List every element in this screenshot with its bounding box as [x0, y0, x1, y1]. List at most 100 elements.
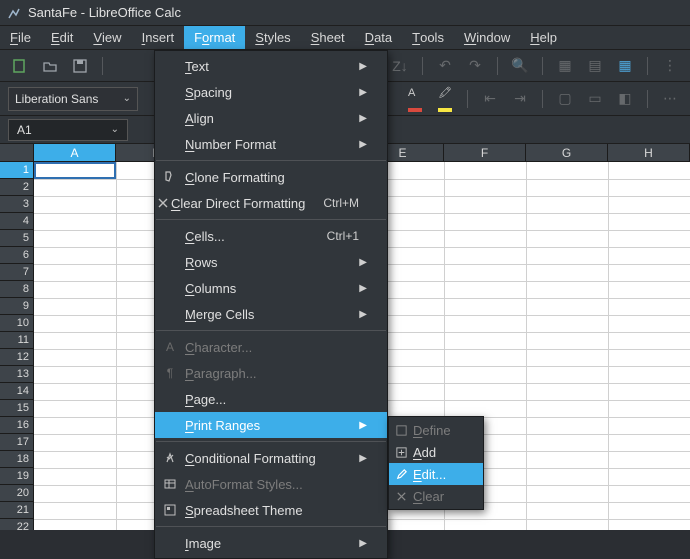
menu-view[interactable]: View	[83, 26, 131, 49]
menu-item-number-format[interactable]: Number Format▶	[155, 131, 387, 157]
border-color-icon[interactable]: ◧	[613, 87, 637, 111]
grid-highlight-icon[interactable]: ▦	[613, 54, 637, 78]
menu-tools[interactable]: Tools	[402, 26, 454, 49]
increase-indent-icon[interactable]: ⇥	[508, 87, 532, 111]
menu-item-cells[interactable]: Cells...Ctrl+1	[155, 223, 387, 249]
row-header[interactable]: 9	[0, 298, 34, 315]
menu-item-label: Text	[185, 59, 359, 74]
char-icon: A	[155, 340, 185, 354]
menu-item-image[interactable]: Image▶	[155, 530, 387, 556]
define-icon	[389, 424, 413, 437]
row-header[interactable]: 2	[0, 179, 34, 196]
name-box[interactable]: A1 ⌄	[8, 119, 128, 141]
row-header[interactable]: 18	[0, 451, 34, 468]
find-icon[interactable]: 🔍	[508, 54, 532, 78]
row-header[interactable]: 14	[0, 383, 34, 400]
add-icon	[389, 446, 413, 459]
menu-item-add[interactable]: Add	[389, 441, 483, 463]
misc-icon[interactable]: ⋯	[658, 87, 682, 111]
menu-item-print-ranges[interactable]: Print Ranges▶	[155, 412, 387, 438]
sort-desc-icon[interactable]: Z↓	[388, 54, 412, 78]
row-header[interactable]: 4	[0, 213, 34, 230]
row-header[interactable]: 7	[0, 264, 34, 281]
decrease-indent-icon[interactable]: ⇤	[478, 87, 502, 111]
menu-item-text[interactable]: Text▶	[155, 53, 387, 79]
menu-help[interactable]: Help	[520, 26, 567, 49]
row-header[interactable]: 19	[0, 468, 34, 485]
menu-item-label: Conditional Formatting	[185, 451, 359, 466]
menu-item-columns[interactable]: Columns▶	[155, 275, 387, 301]
menu-window[interactable]: Window	[454, 26, 520, 49]
row-header[interactable]: 21	[0, 502, 34, 519]
toolbar-separator	[422, 57, 423, 75]
menu-item-label: Character...	[185, 340, 367, 355]
col-icon[interactable]: ▤	[583, 54, 607, 78]
toolbar-separator	[542, 57, 543, 75]
menu-format[interactable]: Format	[184, 26, 245, 49]
clone-icon	[155, 170, 185, 184]
font-color-icon[interactable]: A	[403, 87, 427, 111]
row-header[interactable]: 6	[0, 247, 34, 264]
menu-file[interactable]: File	[0, 26, 41, 49]
menu-item-conditional-formatting[interactable]: Conditional Formatting▶	[155, 445, 387, 471]
menu-item-rows[interactable]: Rows▶	[155, 249, 387, 275]
menu-edit[interactable]: Edit	[41, 26, 83, 49]
menu-item-merge-cells[interactable]: Merge Cells▶	[155, 301, 387, 327]
row-header[interactable]: 15	[0, 400, 34, 417]
menu-item-clear-direct-formatting[interactable]: Clear Direct FormattingCtrl+M	[155, 190, 387, 216]
redo-icon[interactable]: ↷	[463, 54, 487, 78]
menu-insert[interactable]: Insert	[132, 26, 185, 49]
row-header[interactable]: 12	[0, 349, 34, 366]
column-header[interactable]: G	[526, 144, 608, 162]
row-header[interactable]: 5	[0, 230, 34, 247]
row-header[interactable]: 17	[0, 434, 34, 451]
row-header[interactable]: 22	[0, 519, 34, 530]
save-icon[interactable]	[68, 54, 92, 78]
row-header[interactable]: 13	[0, 366, 34, 383]
highlight-color-icon[interactable]: 🖍	[433, 87, 457, 111]
menu-styles[interactable]: Styles	[245, 26, 300, 49]
submenu-arrow-icon: ▶	[359, 113, 367, 124]
open-icon[interactable]	[38, 54, 62, 78]
toolbar-separator	[647, 90, 648, 108]
row-header[interactable]: 10	[0, 315, 34, 332]
menu-data[interactable]: Data	[355, 26, 402, 49]
clear-icon	[155, 196, 171, 210]
row-header[interactable]: 1	[0, 162, 34, 179]
para-icon: ¶	[155, 366, 185, 380]
menu-item-label: Paragraph...	[185, 366, 367, 381]
theme-icon	[155, 503, 185, 517]
undo-icon[interactable]: ↶	[433, 54, 457, 78]
toolbar-separator	[467, 90, 468, 108]
toolbar-separator	[542, 90, 543, 108]
menu-item-spacing[interactable]: Spacing▶	[155, 79, 387, 105]
row-header[interactable]: 11	[0, 332, 34, 349]
row-header[interactable]: 20	[0, 485, 34, 502]
column-header[interactable]: A	[34, 144, 116, 162]
row-header[interactable]: 8	[0, 281, 34, 298]
select-all-corner[interactable]	[0, 144, 34, 162]
column-header[interactable]: F	[444, 144, 526, 162]
row-header[interactable]: 16	[0, 417, 34, 434]
toolbar-separator	[647, 57, 648, 75]
row-header[interactable]: 3	[0, 196, 34, 213]
border-style-icon[interactable]: ▭	[583, 87, 607, 111]
menu-item-label: Define	[413, 423, 463, 438]
borders-icon[interactable]: ▢	[553, 87, 577, 111]
menu-item-label: Rows	[185, 255, 359, 270]
menu-item-clone-formatting[interactable]: Clone Formatting	[155, 164, 387, 190]
menu-item-label: Image	[185, 536, 359, 551]
menu-sheet[interactable]: Sheet	[301, 26, 355, 49]
menu-item-spreadsheet-theme[interactable]: Spreadsheet Theme	[155, 497, 387, 523]
active-cell[interactable]	[34, 162, 116, 179]
new-doc-icon[interactable]	[8, 54, 32, 78]
filter-icon[interactable]: ⋮	[658, 54, 682, 78]
row-icon[interactable]: ▦	[553, 54, 577, 78]
font-name-value: Liberation Sans	[15, 92, 98, 106]
menu-item-align[interactable]: Align▶	[155, 105, 387, 131]
font-name-combo[interactable]: Liberation Sans ⌄	[8, 87, 138, 111]
column-header[interactable]: H	[608, 144, 690, 162]
menu-item-edit[interactable]: Edit...	[389, 463, 483, 485]
app-icon	[6, 5, 22, 21]
menu-item-page[interactable]: Page...	[155, 386, 387, 412]
